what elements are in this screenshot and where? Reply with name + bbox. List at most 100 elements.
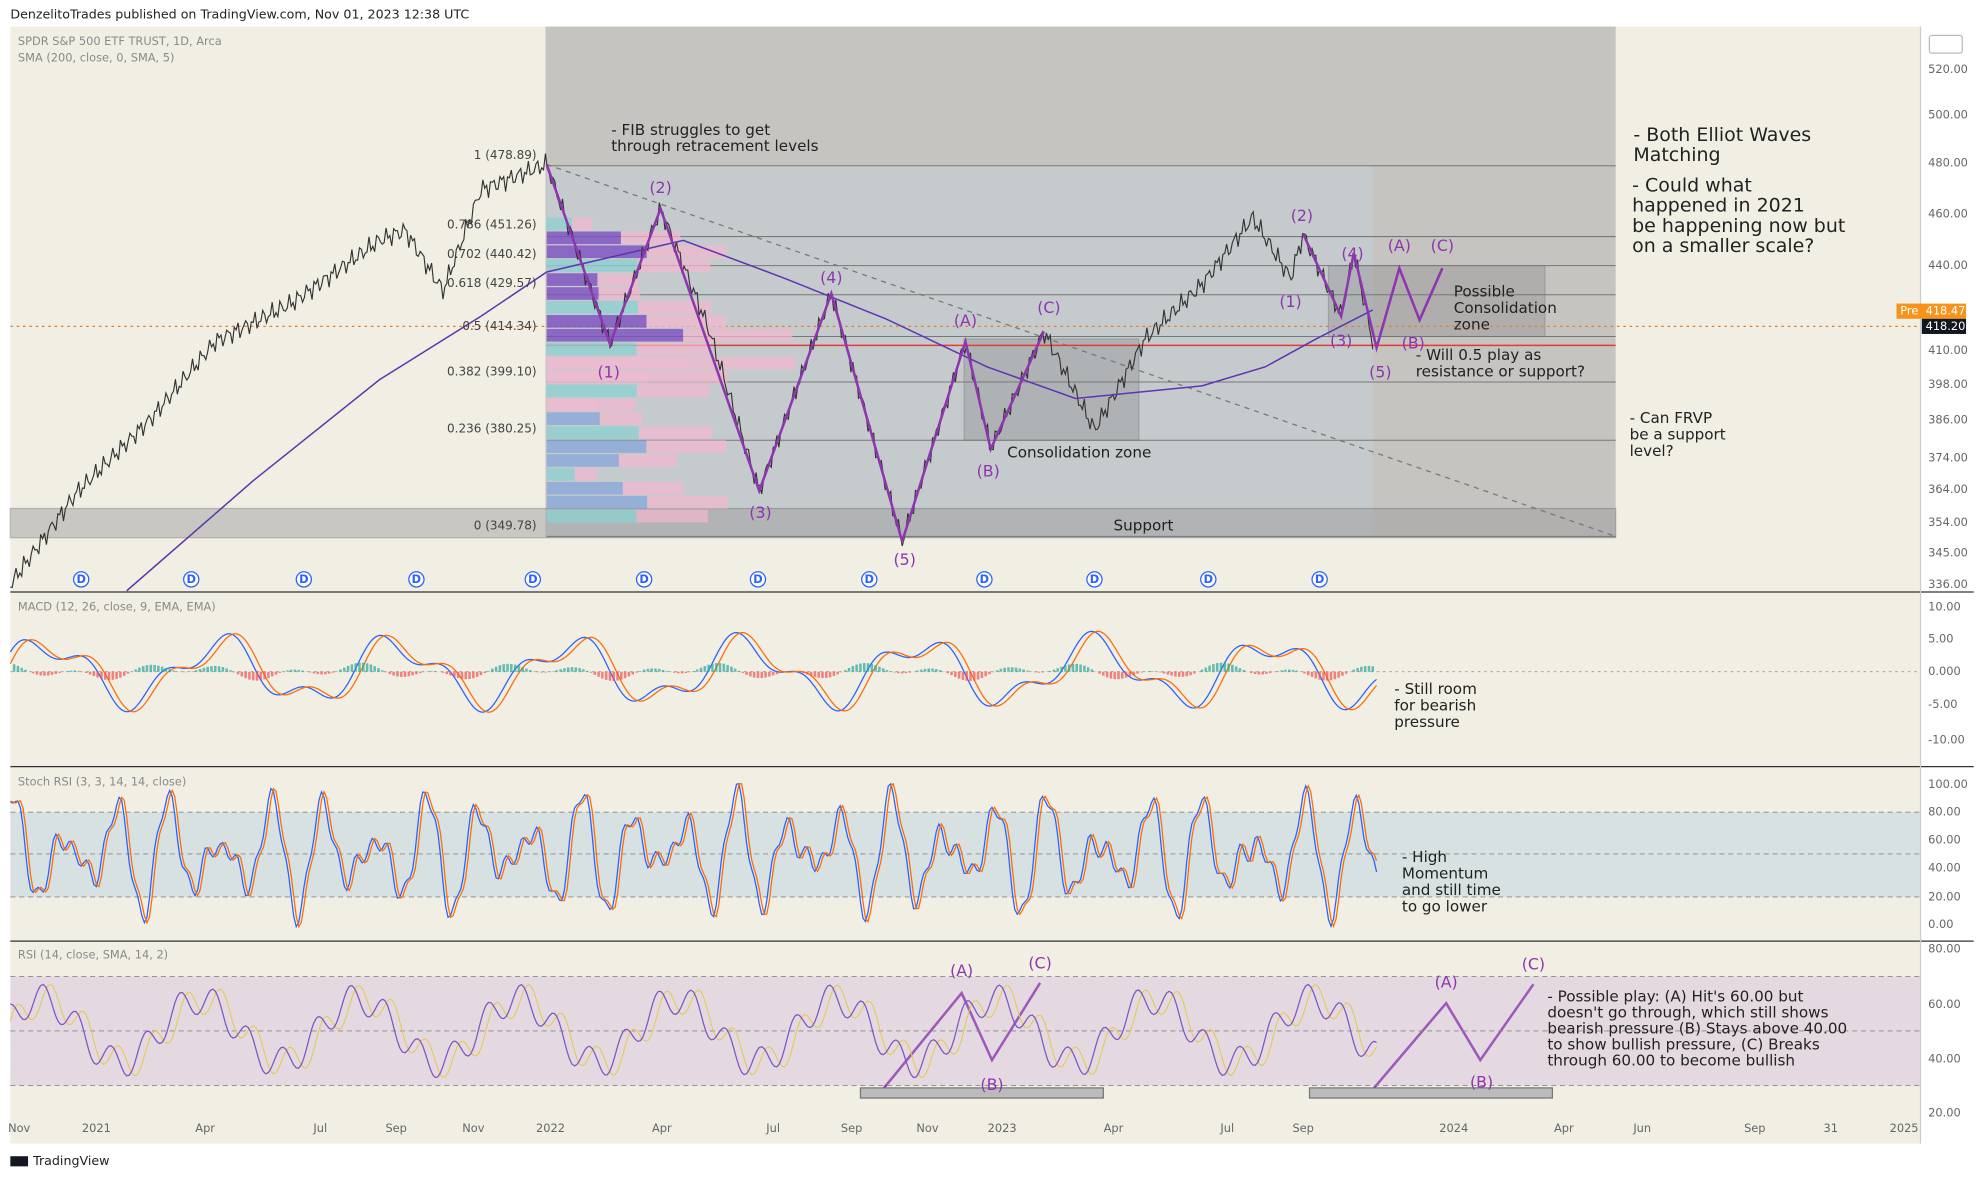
- macd-histogram: [1284, 669, 1287, 672]
- annotation: be a support: [1630, 426, 1726, 444]
- annotation: doesn't go through, which still shows: [1547, 1003, 1828, 1021]
- macd-histogram: [677, 671, 680, 674]
- pre-tag: [1896, 303, 1967, 319]
- macd-histogram: [1280, 670, 1283, 672]
- macd-histogram: [214, 665, 217, 672]
- profile-bar: [636, 342, 709, 356]
- macd-histogram: [862, 663, 866, 672]
- dividend-marker: [183, 571, 200, 588]
- wave-label: (A): [1435, 972, 1458, 991]
- macd-histogram: [589, 671, 593, 673]
- macd-histogram: [1337, 671, 1340, 678]
- wave-label: (B): [977, 461, 1000, 480]
- wave-label: (C): [1431, 236, 1454, 255]
- macd-histogram: [1212, 664, 1215, 672]
- macd-histogram: [1276, 671, 1280, 672]
- profile-bar: [637, 259, 711, 272]
- macd-histogram: [54, 671, 58, 674]
- time-tick: Jul: [1219, 1121, 1234, 1135]
- macd-histogram: [100, 671, 103, 679]
- macd-histogram: [946, 671, 949, 674]
- fib-label: 0.382 (399.10): [447, 364, 537, 378]
- profile-bar: [596, 398, 636, 412]
- macd-histogram: [399, 671, 403, 677]
- macd-histogram: [726, 664, 729, 672]
- profile-bar: [546, 398, 597, 412]
- rsi-tick: 20.00: [1928, 1106, 1961, 1120]
- pre-label: Pre: [1900, 304, 1918, 318]
- macd-histogram: [58, 671, 61, 673]
- rsi-band: [10, 976, 1921, 1086]
- macd-histogram: [995, 670, 999, 672]
- macd-histogram: [1041, 671, 1044, 673]
- macd-histogram: [540, 671, 543, 673]
- stoch-tick: 20.00: [1928, 889, 1961, 903]
- profile-bar: [572, 217, 593, 231]
- macd-histogram: [358, 662, 361, 672]
- macd-histogram: [938, 670, 942, 672]
- macd-histogram: [1037, 671, 1041, 673]
- macd-histogram: [472, 671, 475, 679]
- macd-histogram: [1177, 671, 1181, 677]
- time-tick: Nov: [462, 1121, 484, 1135]
- wave-label: (B): [980, 1075, 1003, 1094]
- macd-histogram: [1200, 669, 1204, 672]
- time-tick: Sep: [385, 1121, 406, 1135]
- macd-histogram: [202, 667, 206, 672]
- macd-histogram: [339, 669, 342, 672]
- annotation: bearish pressure (B) Stays above 40.00: [1547, 1019, 1847, 1037]
- macd-histogram: [1322, 671, 1325, 681]
- macd-histogram: [1170, 671, 1173, 676]
- wave-label: (C): [1037, 298, 1060, 317]
- rsi-tick: 40.00: [1928, 1051, 1961, 1065]
- macd-histogram: [301, 670, 304, 672]
- macd-histogram: [1341, 671, 1344, 676]
- macd-histogram: [1329, 671, 1333, 681]
- macd-histogram: [274, 671, 278, 675]
- macd-histogram: [236, 671, 240, 675]
- macd-tick: 5.00: [1928, 631, 1953, 645]
- macd-histogram: [403, 671, 407, 677]
- macd-histogram: [1162, 671, 1166, 674]
- macd-histogram: [172, 670, 175, 672]
- macd-histogram: [1079, 664, 1082, 672]
- macd-histogram: [312, 671, 316, 674]
- rsi-line: [10, 983, 1377, 1079]
- macd-histogram: [722, 663, 726, 672]
- annotation: to show bullish pressure, (C) Breaks: [1547, 1036, 1819, 1054]
- time-tick: Apr: [1554, 1121, 1574, 1135]
- macd-histogram: [69, 670, 73, 672]
- macd-histogram: [1238, 668, 1242, 672]
- wave-label: (5): [894, 550, 916, 569]
- macd-histogram: [566, 667, 570, 672]
- profile-bar: [546, 259, 638, 272]
- macd-histogram: [1223, 662, 1227, 672]
- price-tick: 500.00: [1928, 108, 1968, 122]
- macd-histogram: [1253, 671, 1257, 674]
- macd-histogram: [733, 668, 737, 672]
- annotation: Consolidation: [1454, 299, 1557, 317]
- macd-histogram: [904, 671, 908, 674]
- annotation: - Possible play: (A) Hit's 60.00 but: [1547, 987, 1803, 1005]
- macd-histogram: [308, 671, 312, 673]
- profile-bar: [546, 356, 686, 370]
- macd-histogram: [460, 671, 464, 679]
- dividend-marker: [635, 571, 653, 588]
- macd-histogram: [1121, 671, 1124, 679]
- macd-histogram: [225, 668, 228, 672]
- annotation: on a smaller scale?: [1632, 235, 1814, 257]
- currency-box[interactable]: [1928, 34, 1963, 54]
- wave-label: (B): [1470, 1072, 1493, 1091]
- macd-histogram: [813, 671, 817, 677]
- rsi-box: [859, 1087, 1104, 1099]
- macd-histogram: [263, 671, 266, 680]
- macd-tick: 0.000: [1928, 664, 1961, 678]
- time-tick: Jul: [765, 1121, 780, 1135]
- macd-histogram: [430, 671, 433, 672]
- macd-histogram: [1048, 670, 1052, 672]
- macd-histogram: [1185, 671, 1189, 677]
- macd-histogram: [119, 671, 122, 678]
- macd-tick: -5.00: [1928, 697, 1957, 711]
- macd-histogram: [616, 671, 619, 681]
- macd-histogram: [585, 670, 589, 672]
